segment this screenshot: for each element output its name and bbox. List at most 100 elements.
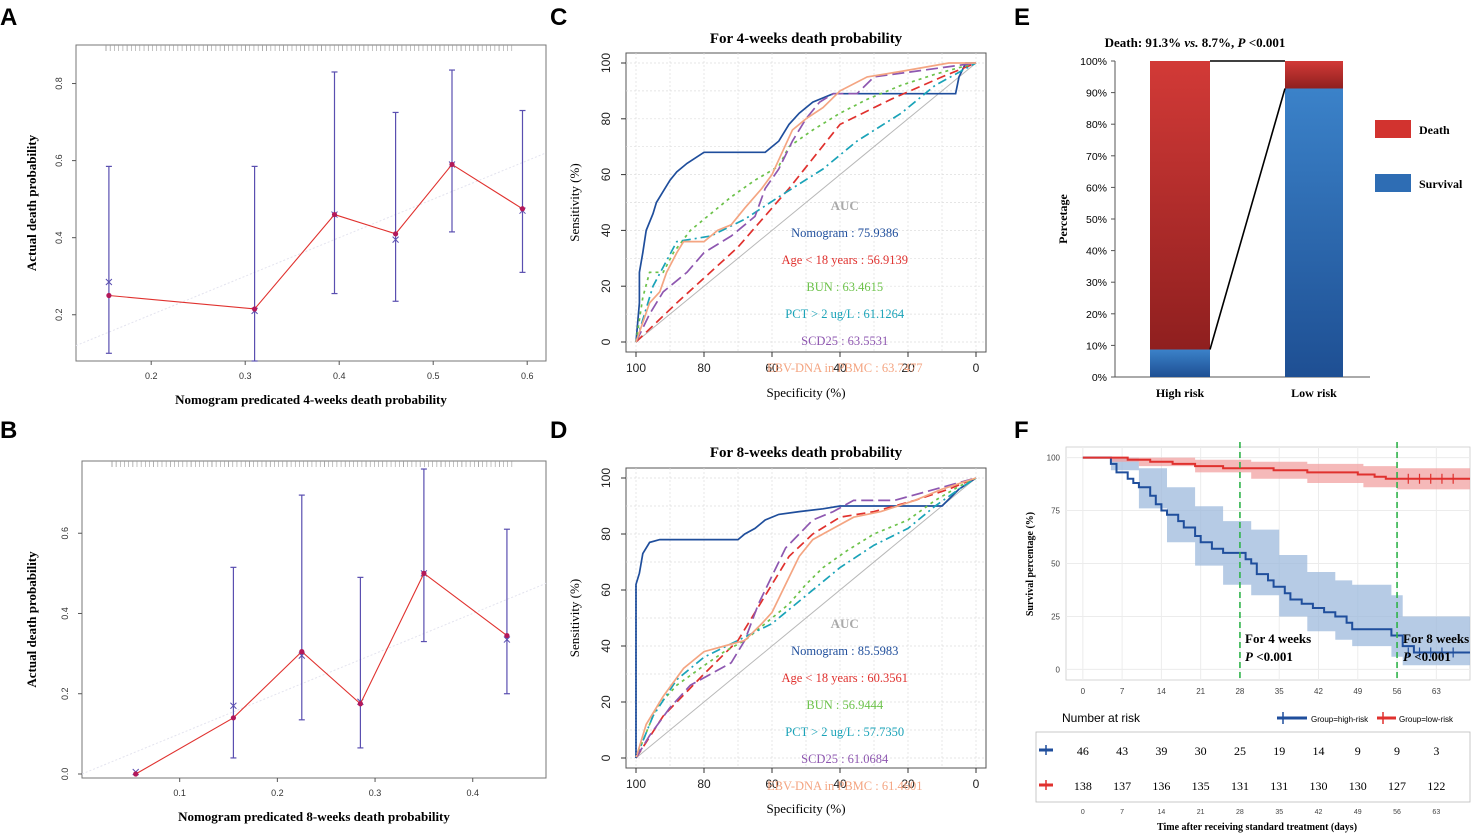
bar-death [1285, 61, 1343, 89]
roc-curve-3 [635, 62, 977, 343]
x-tick-label: 80 [697, 361, 711, 375]
risk-count: 43 [1116, 744, 1128, 758]
risk-legend-label-high: Group=high-risk [1311, 715, 1369, 724]
x-tick-label: 56 [1393, 687, 1402, 696]
y-tick-label: 10% [1086, 340, 1107, 352]
x-tick-label: 0 [973, 361, 980, 375]
panel-e: 0% 10% 20% 30% 40% 50% 60% 70% 80% 90% 100% High ri… [1056, 35, 1463, 400]
x-tick-label: 40 [833, 361, 847, 375]
y-axis-title: Sensitivity (%) [567, 163, 582, 241]
annotation-title: For 8 weeks [1403, 631, 1469, 646]
km-curve-0 [1082, 456, 1470, 654]
y-tick-label: 100% [1080, 56, 1107, 68]
plot-frame [81, 460, 547, 779]
x-axis-title: Nomogram predicated 8-weeks death probab… [178, 809, 450, 824]
x-tick-label: 0 [973, 777, 980, 791]
panel-a: 0.2 0.3 0.4 0.5 0.6 0.2 0.4 0.6 0.8 Nomogram pred… [24, 44, 547, 407]
roc-curve-0 [635, 477, 977, 758]
bar-survival [1150, 349, 1210, 377]
x-tick-label: 0.2 [271, 788, 284, 798]
bias-corrected-marker [503, 636, 511, 643]
x-tick-label: 60 [765, 361, 779, 375]
apparent-point [421, 570, 427, 576]
roc-curve-2 [635, 477, 977, 759]
panel-d: 100 80 60 40 20 0 0 20 40 60 80 100 For 8-weeks deat… [567, 445, 987, 816]
x-tick-label: 80 [697, 777, 711, 791]
risk-x-tick-label: 49 [1354, 809, 1362, 816]
roc-curve-1 [635, 62, 977, 343]
y-tick-label: 25 [1051, 612, 1060, 621]
y-axis-title: Percetage [1056, 193, 1070, 243]
x-axis-title: Specificity (%) [766, 385, 845, 400]
risk-count: 138 [1074, 779, 1092, 793]
risk-x-tick-label: 28 [1236, 809, 1244, 816]
confidence-band-1 [1082, 457, 1470, 490]
risk-x-tick-label: 56 [1393, 809, 1401, 816]
panel-f: 0 7 14 21 28 35 42 49 56 63 0 25 50 75 100 Survival per… [1025, 442, 1471, 833]
annotation-title: For 4 weeks [1245, 631, 1311, 646]
panel-label-b: B [0, 417, 17, 444]
risk-count: 19 [1273, 744, 1285, 758]
x-tick-label: 0.2 [145, 371, 158, 381]
x-axis-title: Time after receiving standard treatment … [1157, 822, 1357, 833]
chart-title: For 8-weeks death probability [710, 445, 903, 461]
annotation-pvalue: P <0.001 [1403, 649, 1451, 664]
risk-x-tick-label: 7 [1120, 809, 1124, 816]
apparent-point [331, 211, 338, 218]
y-tick-label: 0.4 [60, 607, 70, 620]
x-tick-label: 100 [626, 361, 646, 375]
category-label: Low risk [1291, 386, 1337, 400]
risk-x-tick-label: 0 [1081, 809, 1085, 816]
x-tick-label: 100 [626, 777, 646, 791]
risk-count: 131 [1231, 779, 1249, 793]
y-tick-label: 0.8 [54, 77, 64, 90]
risk-count: 9 [1394, 744, 1400, 758]
risk-count: 137 [1113, 779, 1131, 793]
y-tick-label: 40 [599, 223, 613, 237]
y-tick-label: 60 [599, 168, 613, 182]
y-tick-label: 40 [599, 639, 613, 653]
apparent-point [393, 231, 399, 237]
connector-line [1209, 88, 1286, 350]
km-curve-1 [1082, 456, 1470, 480]
title-part: Death: 91.3% [1105, 35, 1185, 50]
panel-label-a: A [0, 4, 17, 31]
x-tick-label: 7 [1120, 687, 1125, 696]
panel-label-d: D [550, 417, 567, 444]
risk-x-tick-label: 63 [1432, 809, 1440, 816]
panel-c: 100 80 60 40 20 0 0 20 40 60 80 100 For 4-weeks deat… [567, 31, 987, 400]
auc-heading: AUC [831, 198, 859, 213]
y-axis-title: Actual death probability [24, 551, 39, 688]
reference-diagonal [635, 62, 977, 343]
panel-b: 0.1 0.2 0.3 0.4 0.0 0.2 0.4 0.6 Nomogram predica… [24, 460, 547, 824]
roc-curve-3 [635, 477, 977, 759]
x-tick-label: 0.6 [521, 371, 534, 381]
risk-count: 9 [1355, 744, 1361, 758]
auc-label-0: Nomogram : 75.9386 [791, 226, 898, 240]
y-tick-label: 50% [1086, 214, 1107, 226]
risk-x-tick-label: 42 [1315, 809, 1323, 816]
panel-label-c: C [550, 4, 567, 31]
y-tick-label: 0.2 [60, 687, 70, 700]
y-axis-title: Survival percentage (%) [1025, 512, 1036, 616]
plot-frame [75, 44, 547, 362]
roc-curve-4 [635, 62, 977, 343]
risk-x-tick-label: 21 [1197, 809, 1205, 816]
ideal-line [75, 152, 547, 347]
auc-label-4: SCD25 : 61.0684 [801, 752, 889, 766]
apparent-point [504, 632, 510, 639]
x-tick-label: 63 [1432, 687, 1441, 696]
risk-count: 130 [1310, 779, 1328, 793]
risk-legend-label-low: Group=low-risk [1399, 715, 1454, 724]
roc-curve-1 [635, 477, 977, 759]
apparent-point [357, 701, 363, 707]
x-tick-label: 21 [1196, 687, 1205, 696]
panel-label-e: E [1014, 4, 1030, 31]
risk-count: 30 [1195, 744, 1207, 758]
apparent-point [230, 715, 237, 721]
x-tick-label: 35 [1275, 687, 1284, 696]
auc-label-2: BUN : 56.9444 [806, 698, 883, 712]
legend-label-death: Death [1419, 123, 1450, 137]
x-tick-label: 28 [1235, 687, 1244, 696]
y-tick-label: 0 [599, 338, 613, 345]
